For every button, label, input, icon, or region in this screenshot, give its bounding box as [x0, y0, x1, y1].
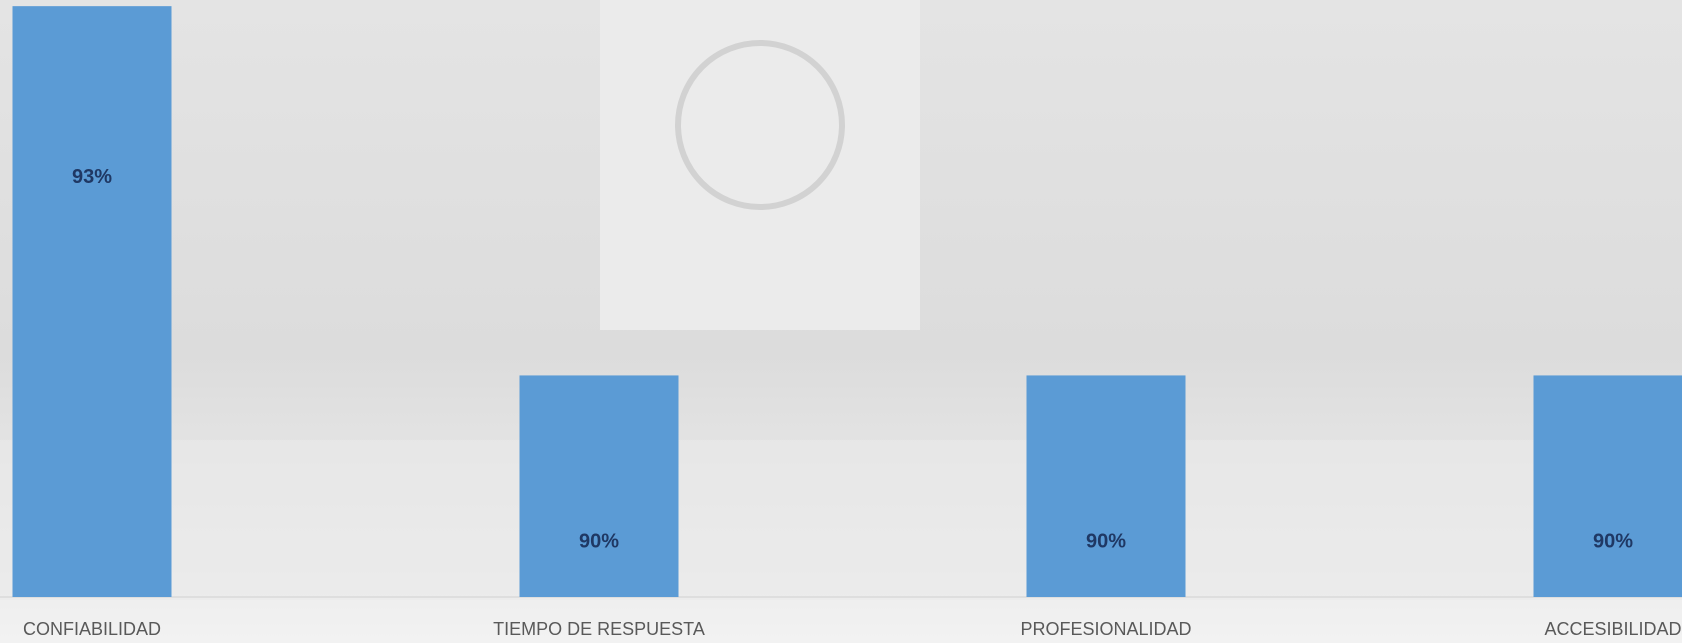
- x-tick-label: CONFIABILIDAD: [23, 619, 161, 639]
- x-tick-label: PROFESIONALIDAD: [1020, 619, 1191, 639]
- background-street: [0, 440, 1682, 600]
- background-emblem: [675, 40, 845, 210]
- bar: [12, 6, 172, 597]
- bar: [1026, 375, 1186, 597]
- value-label: 90%: [1593, 530, 1633, 552]
- value-label: 90%: [1086, 530, 1126, 552]
- background-building: [600, 0, 920, 330]
- x-tick-label: TIEMPO DE RESPUESTA: [493, 619, 705, 639]
- value-label: 90%: [579, 530, 619, 552]
- bar: [519, 375, 679, 597]
- value-label: 93%: [72, 166, 112, 188]
- bar: [1533, 375, 1682, 597]
- x-tick-label: ACCESIBILIDAD: [1544, 619, 1681, 639]
